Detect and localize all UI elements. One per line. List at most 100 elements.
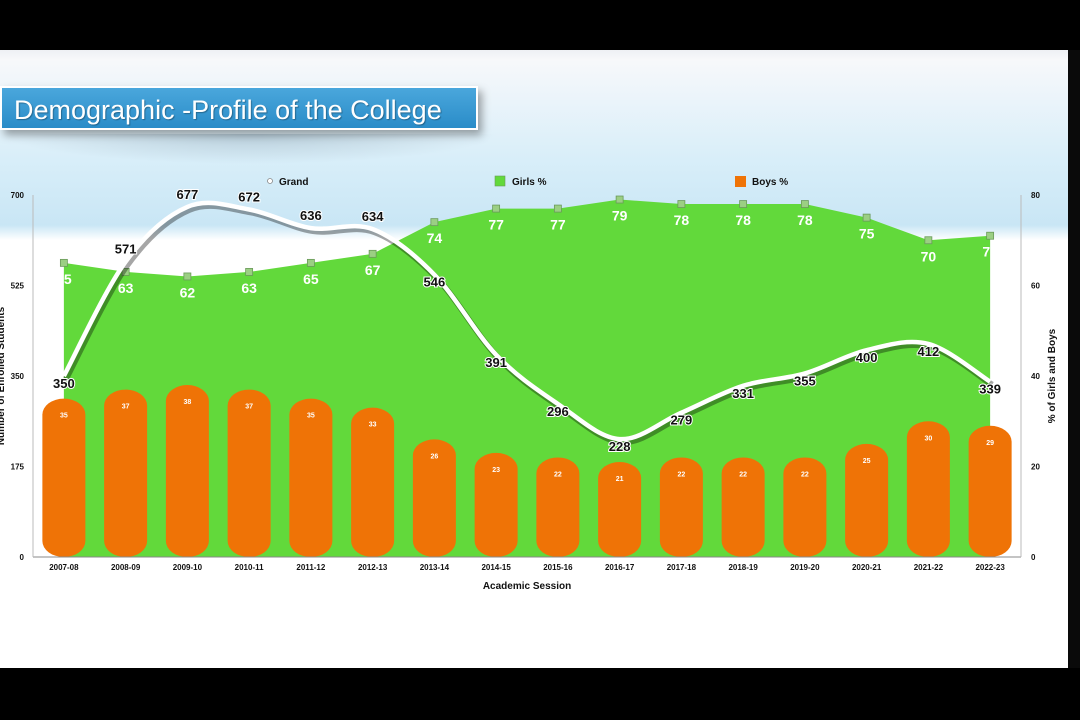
girls-marker-2007-08 — [59, 258, 68, 267]
boys-bar-2022-23 — [968, 425, 1012, 557]
girls-marker-2009-10 — [183, 272, 192, 281]
y-left-tick-350: 350 — [11, 372, 25, 381]
girls-marker-2022-23 — [986, 231, 995, 240]
girls-marker-2016-17 — [615, 195, 624, 204]
grand-label-2012-13: 634 — [362, 209, 384, 224]
grand-line — [61, 200, 992, 442]
girls-marker-2008-09 — [121, 268, 130, 276]
boys-bar-2013-14 — [412, 439, 456, 557]
x-tick-2016-17: 2016-17 — [605, 563, 635, 572]
girls-marker-2020-21 — [862, 213, 871, 222]
screen-frame-right — [1068, 50, 1080, 668]
boys-bar-2007-08 — [42, 398, 86, 557]
girls-label-2020-21: 75 — [859, 226, 875, 242]
grand-line-layer: 350 571 677 672 636 634 546 391 296 228 279 331 355 4… — [52, 186, 1002, 455]
x-tick-2014-15: 2014-15 — [481, 563, 511, 572]
grand-label-2008-09: 571 — [115, 242, 137, 257]
slide-title: Demographic -Profile of the College — [0, 86, 478, 130]
legend-label-boys: Boys % — [752, 177, 788, 188]
grand-label-2019-20: 355 — [794, 373, 816, 388]
x-tick-2019-20: 2019-20 — [790, 563, 820, 572]
boys-bar-2018-19 — [721, 457, 765, 557]
boys-bar-2016-17 — [598, 461, 642, 557]
grand-label-2020-21: 400 — [856, 350, 878, 365]
y-right-tick-20: 20 — [1031, 463, 1040, 472]
x-tick-2007-08: 2007-08 — [49, 563, 79, 572]
legend-marker-girls — [494, 175, 506, 187]
girls-label-2008-09: 63 — [118, 280, 134, 296]
x-tick-2015-16: 2015-16 — [543, 563, 573, 572]
girls-label-2022-23: 71 — [982, 244, 998, 260]
boys-bar-2011-12 — [289, 398, 333, 557]
x-tick-2013-14: 2013-14 — [420, 563, 450, 572]
boys-label-2021-22: 30 — [924, 435, 932, 442]
boys-label-2007-08: 35 — [60, 413, 68, 420]
screen-frame-bottom — [0, 668, 1080, 720]
girls-marker-2014-15 — [492, 204, 501, 213]
title-shadow — [0, 134, 500, 164]
girls-marker-2010-11 — [245, 268, 254, 276]
axes-layer: 0 175 350 525 700 0 20 40 60 80 2007-08 2008-09 2009… — [0, 191, 1058, 592]
boys-label-2016-17: 21 — [616, 476, 624, 483]
x-tick-2021-22: 2021-22 — [914, 563, 944, 572]
girls-marker-2011-12 — [306, 258, 315, 267]
grand-label-2014-15: 391 — [485, 355, 507, 370]
grand-label-2010-11: 672 — [238, 189, 260, 204]
boys-label-2017-18: 22 — [677, 471, 685, 478]
boys-bar-2015-16 — [536, 457, 580, 557]
girls-marker-2021-22 — [924, 236, 933, 245]
boys-label-2014-15: 23 — [492, 467, 500, 474]
boys-bar-2010-11 — [227, 389, 271, 557]
boys-label-2013-14: 26 — [430, 453, 438, 460]
girls-label-2011-12: 65 — [303, 271, 319, 287]
girls-label-2014-15: 77 — [488, 217, 504, 233]
y-left-tick-525: 525 — [11, 282, 25, 291]
grand-label-2009-10: 677 — [177, 187, 199, 202]
y-right-tick-60: 60 — [1031, 282, 1040, 291]
grand-label-2017-18: 279 — [671, 413, 693, 428]
x-tick-2017-18: 2017-18 — [667, 563, 697, 572]
boys-label-2018-19: 22 — [739, 471, 747, 478]
slide: Demographic -Profile of the College 65 63… — [0, 50, 1068, 668]
boys-bar-2021-22 — [906, 421, 950, 557]
girls-marker-2012-13 — [368, 249, 377, 258]
x-tick-2009-10: 2009-10 — [173, 563, 203, 572]
grand-label-2022-23: 339 — [979, 382, 1001, 397]
boys-bar-2014-15 — [474, 452, 518, 557]
girls-label-2012-13: 67 — [365, 262, 381, 278]
x-tick-2010-11: 2010-11 — [235, 563, 264, 572]
boys-bars-layer: 35 37 38 37 35 33 26 23 22 21 22 22 22 25 30 29 — [42, 385, 1012, 557]
boys-label-2015-16: 22 — [554, 471, 562, 478]
x-tick-2022-23: 2022-23 — [975, 563, 1005, 572]
x-axis-title: Academic Session — [483, 581, 571, 592]
x-tick-2018-19: 2018-19 — [728, 563, 758, 572]
girls-marker-2015-16 — [553, 204, 562, 213]
boys-label-2019-20: 22 — [801, 471, 809, 478]
boys-bar-2020-21 — [845, 443, 889, 557]
girls-marker-2018-19 — [739, 200, 748, 208]
legend-marker-boys — [735, 176, 746, 187]
boys-label-2020-21: 25 — [863, 458, 871, 465]
y-left-axis-title: Number of Enrolled Students — [0, 306, 7, 445]
girls-label-2021-22: 70 — [921, 248, 937, 264]
y-right-tick-0: 0 — [1031, 553, 1036, 562]
x-tick-2020-21: 2020-21 — [852, 563, 882, 572]
boys-bar-2017-18 — [659, 457, 703, 557]
boys-bar-2012-13 — [351, 407, 395, 557]
boys-label-2011-12: 35 — [307, 413, 315, 420]
legend-marker-grand — [267, 178, 273, 184]
boys-label-2010-11: 37 — [245, 404, 253, 411]
y-right-axis-title: % of Girls and Boys — [1047, 328, 1058, 423]
boys-label-2022-23: 29 — [986, 440, 994, 447]
boys-bar-2009-10 — [165, 385, 209, 557]
y-right-tick-80: 80 — [1031, 191, 1040, 200]
girls-label-2007-08: 65 — [56, 271, 72, 287]
girls-marker-2013-14 — [430, 218, 439, 227]
girls-label-2019-20: 78 — [797, 212, 813, 228]
y-left-tick-175: 175 — [11, 463, 25, 472]
x-tick-2008-09: 2008-09 — [111, 563, 141, 572]
y-left-tick-0: 0 — [20, 553, 25, 562]
legend-label-girls: Girls % — [512, 177, 547, 188]
girls-label-2009-10: 62 — [180, 284, 196, 300]
